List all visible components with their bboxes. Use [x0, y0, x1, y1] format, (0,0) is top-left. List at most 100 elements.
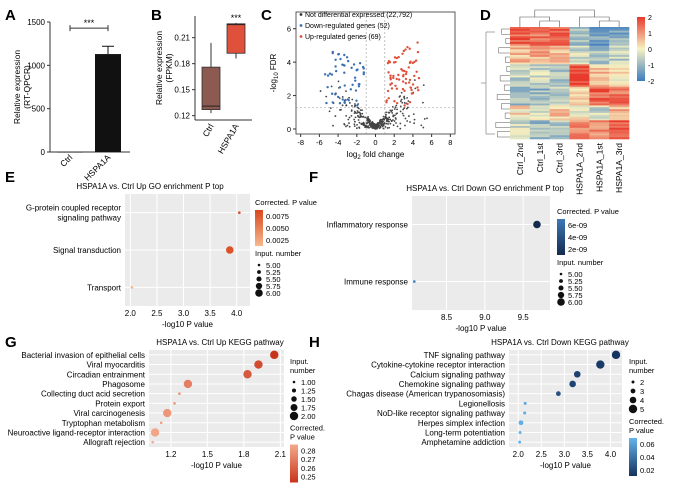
c-point-nonsig — [403, 95, 406, 98]
d-heat-cell — [529, 107, 550, 110]
d-heat-cell — [510, 107, 531, 110]
h-dot — [611, 350, 621, 360]
c-point-down — [354, 89, 358, 92]
d-heat-cell — [529, 73, 550, 76]
d-heat-cell — [510, 79, 531, 82]
c-point-nonsig — [402, 108, 405, 111]
c-point-nonsig — [387, 111, 390, 114]
d-heat-cell — [609, 135, 630, 138]
d-heat-cell — [569, 97, 590, 101]
a-y-tick-label: 0 — [41, 148, 46, 157]
c-point-down — [339, 57, 342, 61]
g-dot — [173, 402, 176, 405]
d-heat-cell — [609, 45, 630, 48]
d-heat-cell — [549, 94, 570, 97]
d-heat-cell — [609, 124, 630, 127]
c-point-nonsig — [382, 120, 385, 123]
d-column-dendrogram — [519, 16, 550, 27]
d-heat-cell — [510, 41, 531, 45]
c-point-nonsig — [380, 120, 383, 123]
c-point-nonsig — [385, 117, 388, 119]
c-point-up — [393, 100, 396, 103]
c-point-down — [351, 83, 354, 86]
f-title: HSPA1A vs. Ctrl Down GO enrichment P top — [406, 184, 564, 193]
d-heat-cell — [609, 83, 630, 86]
d-heat-cell — [589, 127, 610, 130]
c-point-nonsig — [350, 109, 353, 112]
d-heat-cell — [529, 127, 550, 130]
d-heat-cell — [549, 40, 570, 43]
d-heat-cell — [569, 69, 590, 73]
c-point-nonsig — [347, 118, 350, 121]
h-color-legend-tick: 0.06 — [640, 440, 655, 449]
d-heat-cell — [529, 27, 550, 30]
d-heat-cell — [569, 114, 590, 117]
panel-label-g: G — [5, 334, 17, 351]
c-point-nonsig — [379, 122, 382, 125]
f-size-legend-dot — [559, 272, 563, 276]
c-point-nonsig — [368, 119, 371, 122]
d-heat-cell — [609, 92, 630, 95]
d-heat-cell — [589, 68, 610, 71]
c-point-down — [357, 82, 361, 86]
c-point-nonsig — [360, 122, 363, 125]
d-heat-cell — [609, 41, 630, 45]
c-point-nonsig — [355, 127, 358, 130]
d-column-dendrogram — [539, 20, 560, 27]
d-heat-cell — [589, 122, 610, 125]
e-x-tick-label: 2.0 — [125, 309, 137, 318]
c-point-nonsig — [353, 123, 356, 126]
e-size-legend-dot — [257, 270, 261, 274]
c-point-nonsig — [345, 114, 348, 117]
d-heat-cell — [609, 69, 630, 73]
d-heat-cell — [549, 38, 570, 41]
g-category-label: Bacterial invasion of epithelial cells — [21, 351, 145, 360]
h-size-legend-label: 2 — [640, 378, 644, 387]
d-heat-cell — [529, 51, 550, 54]
d-heat-cell — [569, 27, 590, 30]
d-heat-cell — [609, 36, 630, 39]
g-size-legend-title: number — [290, 366, 316, 375]
d-heat-cell — [549, 112, 570, 116]
d-heat-cell — [549, 69, 570, 73]
d-heat-cell — [510, 36, 531, 39]
c-point-nonsig — [366, 118, 369, 121]
c-legend-label: Up-regulated genes (69) — [305, 34, 381, 41]
c-point-down — [334, 65, 337, 68]
d-heat-cell — [569, 71, 590, 74]
d-heat-cell — [569, 60, 590, 63]
f-size-legend-title: Input. number — [557, 258, 604, 267]
d-heat-cell — [569, 99, 590, 102]
c-point-down — [338, 101, 342, 105]
c-point-up — [404, 77, 408, 81]
e-x-tick-label: 3.0 — [178, 309, 190, 318]
d-heat-cell — [609, 94, 630, 97]
d-heat-cell — [569, 58, 590, 61]
b-y-tick-label: 0.15 — [174, 86, 190, 95]
c-point-nonsig — [400, 91, 403, 94]
c-point-nonsig — [339, 109, 341, 111]
c-point-nonsig — [414, 87, 417, 90]
c-point-up — [401, 80, 405, 83]
c-point-down — [336, 95, 340, 99]
b-box — [201, 66, 221, 110]
g-dot — [178, 392, 181, 395]
d-heat-cell — [549, 77, 570, 80]
bar-chart-a: 0 500 1000 1500 Relative expression(RT-QPCR)… — [12, 18, 130, 183]
h-category-label: TNF signaling pathway — [424, 351, 505, 360]
d-heat-cell — [510, 66, 531, 69]
d-heat-cell — [569, 127, 590, 130]
c-point-nonsig — [392, 124, 395, 127]
d-heat-cell — [569, 131, 590, 134]
d-heat-cell — [609, 86, 630, 89]
h-x-tick-label: 2.5 — [536, 450, 548, 459]
c-point-up — [397, 55, 400, 59]
d-heat-cell — [569, 77, 590, 80]
dot-plot-f: HSPA1A vs. Ctrl Down GO enrichment P top… — [327, 184, 619, 333]
d-heat-cell — [609, 88, 630, 91]
d-row-dendrogram — [481, 28, 510, 138]
d-heat-cell — [510, 38, 531, 41]
c-point-down — [337, 53, 340, 56]
e-size-legend-label: 5.00 — [266, 261, 281, 270]
c-point-nonsig — [337, 80, 340, 83]
